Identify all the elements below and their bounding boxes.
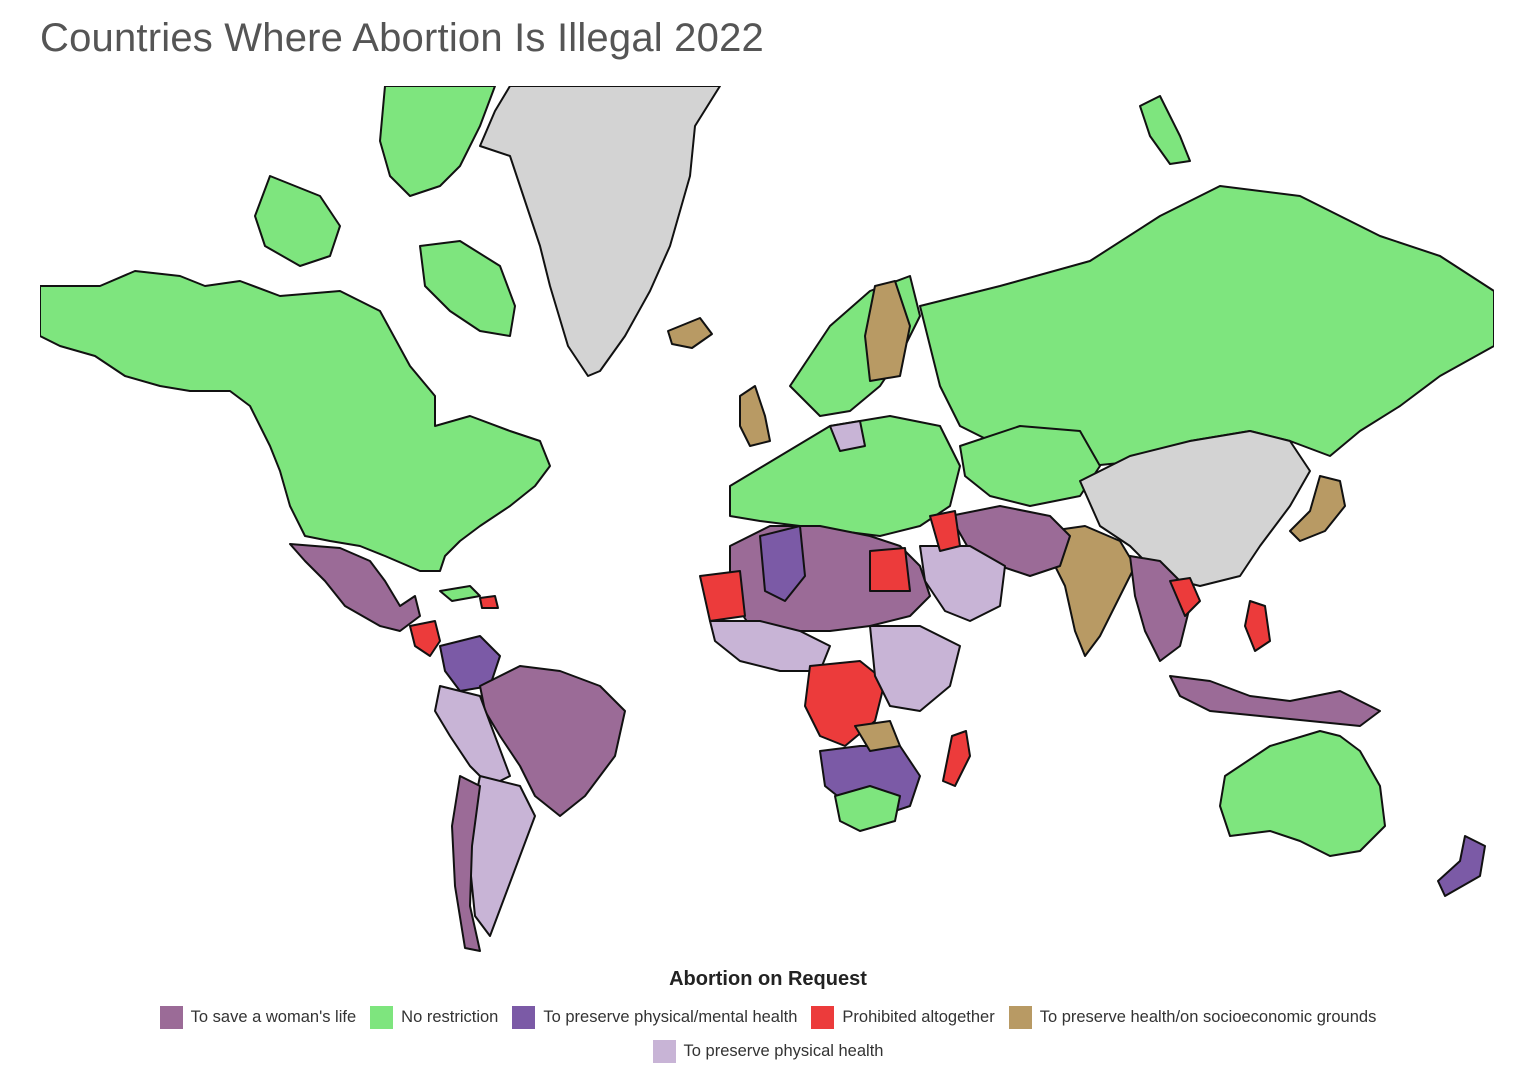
region-uk bbox=[739, 385, 771, 447]
region-arabia bbox=[919, 545, 1006, 622]
region-iceland bbox=[667, 317, 713, 349]
region-india bbox=[1049, 525, 1136, 657]
region-canada-arctic bbox=[379, 86, 496, 197]
region-china bbox=[1079, 430, 1311, 587]
region-argentina bbox=[469, 775, 536, 937]
world-map bbox=[40, 86, 1494, 956]
legend-swatch bbox=[159, 1006, 183, 1029]
region-mauritania bbox=[699, 570, 746, 622]
legend-label: To preserve health/on socioeconomic grou… bbox=[1039, 1008, 1377, 1026]
region-novaya-zemlya bbox=[1139, 95, 1191, 165]
legend-item-socioeconomic: To preserve health/on socioeconomic grou… bbox=[1008, 1006, 1377, 1029]
region-chile bbox=[451, 775, 481, 952]
legend-item-prohibited: Prohibited altogether bbox=[811, 1006, 995, 1029]
legend-swatch bbox=[652, 1040, 676, 1063]
legend-swatch bbox=[370, 1006, 394, 1029]
region-finland bbox=[864, 280, 911, 382]
region-indonesia bbox=[1169, 675, 1381, 727]
region-poland bbox=[829, 420, 866, 452]
map-title: Countries Where Abortion Is Illegal 2022 bbox=[40, 16, 764, 60]
legend-label: Prohibited altogether bbox=[842, 1008, 995, 1026]
region-baffin bbox=[419, 240, 516, 337]
region-south-africa bbox=[834, 785, 901, 832]
legend-item-physical-health: To preserve physical health bbox=[652, 1040, 884, 1063]
region-east-africa bbox=[869, 625, 961, 712]
legend-item-no-restriction: No restriction bbox=[370, 1006, 498, 1029]
region-japan bbox=[1289, 475, 1346, 542]
region-philippines bbox=[1244, 600, 1271, 652]
region-new-zealand bbox=[1437, 835, 1486, 897]
legend-label: To preserve physical/mental health bbox=[543, 1008, 798, 1026]
legend-swatch bbox=[512, 1006, 536, 1029]
region-hispaniola bbox=[479, 595, 499, 609]
legend-row-1: To save a woman's life No restriction To… bbox=[0, 1006, 1536, 1029]
legend-swatch bbox=[1008, 1006, 1032, 1029]
region-russia bbox=[919, 185, 1494, 467]
region-central-america bbox=[409, 620, 441, 657]
legend-title: Abortion on Request bbox=[669, 968, 867, 990]
region-north-america bbox=[40, 270, 551, 572]
region-mexico bbox=[289, 543, 421, 632]
legend-label: To save a woman's life bbox=[190, 1008, 357, 1026]
region-canada-islands bbox=[254, 175, 341, 267]
region-iraq bbox=[929, 510, 961, 552]
legend-item-physical-mental: To preserve physical/mental health bbox=[512, 1006, 797, 1029]
region-algeria bbox=[759, 525, 806, 602]
legend-row-2: To preserve physical health bbox=[0, 1040, 1536, 1063]
legend-label: No restriction bbox=[401, 1008, 499, 1026]
region-greenland bbox=[479, 86, 721, 377]
region-australia bbox=[1219, 730, 1386, 857]
region-egypt bbox=[869, 547, 911, 592]
legend-swatch bbox=[811, 1006, 835, 1029]
region-brazil bbox=[479, 665, 626, 817]
region-cuba bbox=[439, 585, 481, 602]
legend-item-save-life: To save a woman's life bbox=[159, 1006, 357, 1029]
region-central-asia bbox=[959, 425, 1101, 507]
legend-label: To preserve physical health bbox=[683, 1042, 884, 1060]
region-madagascar bbox=[942, 730, 971, 787]
region-indochina bbox=[1169, 577, 1201, 617]
region-zambia bbox=[854, 720, 901, 752]
